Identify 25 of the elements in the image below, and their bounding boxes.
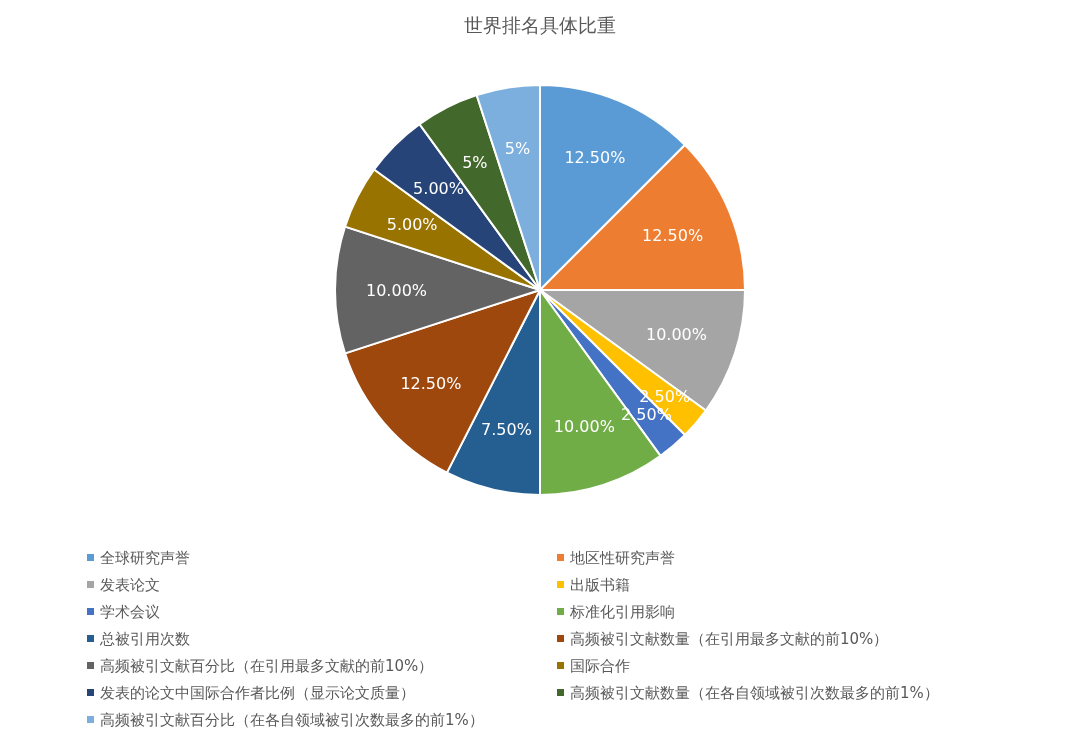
legend-label: 高频被引文献百分比（在引用最多文献的前10%） [100,656,434,675]
legend-label: 总被引用次数 [99,629,190,648]
legend-label: 高频被引文献百分比（在各自领域被引次数最多的前1%） [100,710,484,729]
legend-label: 高频被引文献数量（在引用最多文献的前10%） [570,629,889,648]
legend-label: 国际合作 [570,656,630,675]
legend-label: 标准化引用影响 [569,602,675,621]
legend-label: 发表论文 [100,575,160,594]
data-label: 12.50% [400,373,462,393]
legend-label: 出版书籍 [570,575,630,594]
data-label: 5% [462,152,488,172]
data-label: 7.50% [481,420,532,440]
data-label: 5% [504,138,531,158]
chart-title: 世界排名具体比重 [464,13,616,36]
legend-label: 发表的论文中国际合作者比例（显示论文质量） [100,683,415,702]
data-label: 5.00% [413,179,464,199]
data-label: 10.00% [365,280,428,300]
data-label: 10.00% [553,416,615,436]
data-label: 5.00% [386,215,438,235]
legend-label: 地区性研究声誉 [569,548,675,567]
data-label: 12.50% [642,225,704,245]
legend-label: 高频被引文献数量（在各自领域被引次数最多的前1%） [570,683,939,702]
legend-label: 学术会议 [100,602,160,621]
legend-label: 全球研究声誉 [100,548,190,567]
data-label: 10.00% [645,324,707,344]
data-label: 12.50% [564,147,626,167]
